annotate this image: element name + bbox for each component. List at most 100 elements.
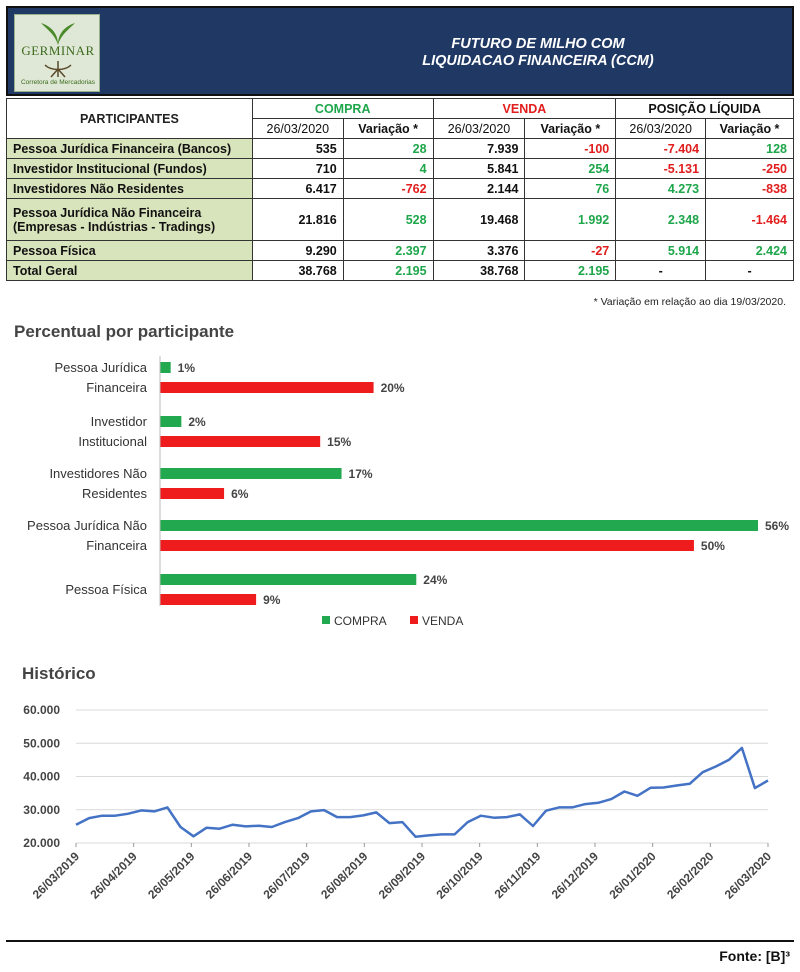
- x-tick-label: 26/01/2020: [606, 849, 659, 902]
- compra-value: 710: [251, 158, 344, 179]
- bar-value-label: 20%: [381, 381, 405, 395]
- logo-subtext: Corretora de Mercadorias: [20, 79, 96, 86]
- category-label: Residentes: [82, 486, 148, 501]
- row-name: Pessoa Jurídica Financeira (Bancos): [6, 138, 253, 159]
- compra-legend-label: COMPRA: [334, 614, 387, 628]
- history-line-chart: 20.000 30.000 40.000 50.000 60.000 26/03/2019…: [23, 703, 775, 902]
- pos-value: 2.348: [615, 198, 707, 241]
- history-line: [75, 746, 769, 838]
- category-label: Financeira: [86, 380, 147, 395]
- table-row: Pessoa Jurídica Não Financeira (Empresas…: [6, 198, 794, 241]
- total-row: Total Geral 38.768 2.195 38.768 2.195 - …: [6, 260, 794, 281]
- venda-bar: [160, 436, 321, 447]
- total-compra: 38.768: [251, 260, 344, 281]
- line-chart-title: Histórico: [22, 664, 96, 683]
- x-tick-label: 26/07/2019: [260, 849, 313, 902]
- compra-var: 528: [342, 198, 434, 241]
- posicao-liquida-header: POSIÇÃO LÍQUIDA: [615, 98, 794, 119]
- pos-var-header: Variação *: [705, 118, 794, 139]
- category-label: Financeira: [86, 538, 147, 553]
- venda-value: 5.841: [432, 158, 526, 179]
- report-header: GERMINAR Corretora de Mercadorias FUTURO…: [6, 6, 794, 96]
- bar-value-label: 17%: [349, 467, 373, 481]
- pos-value: -5.131: [615, 158, 707, 179]
- sprout-icon: [41, 23, 75, 78]
- compra-bar: [160, 416, 182, 427]
- compra-bar: [160, 362, 171, 373]
- pos-var: -1.464: [705, 198, 794, 241]
- x-tick-label: 26/02/2020: [664, 849, 717, 902]
- bottom-divider: [6, 940, 794, 942]
- row-name: Investidor Institucional (Fundos): [6, 158, 253, 179]
- compra-bar: [160, 468, 342, 479]
- x-tick-label: 26/03/2019: [30, 849, 83, 902]
- variation-note: * Variação em relação ao dia 19/03/2020.: [593, 296, 786, 308]
- venda-var: 254: [524, 158, 617, 179]
- compra-var: 28: [342, 138, 434, 159]
- venda-var-header: Variação *: [524, 118, 617, 139]
- total-pos: -: [615, 260, 707, 281]
- compra-bar: [160, 574, 417, 585]
- compra-date-header: 26/03/2020: [251, 118, 344, 139]
- x-tick-label: 26/04/2019: [87, 849, 140, 902]
- venda-value: 7.939: [432, 138, 526, 159]
- y-tick-label: 30.000: [23, 803, 60, 817]
- row-name: Investidores Não Residentes: [6, 178, 253, 199]
- compra-bar: [160, 520, 758, 531]
- pos-value: -7.404: [615, 138, 707, 159]
- participants-header: PARTICIPANTES: [6, 98, 253, 139]
- x-tick-label: 26/03/2020: [722, 849, 775, 902]
- report-title-line2: LIQUIDACAO FINANCEIRA (CCM): [422, 53, 654, 69]
- report-title: FUTURO DE MILHO COM LIQUIDACAO FINANCEIR…: [338, 36, 738, 70]
- bar-value-label: 9%: [263, 593, 281, 607]
- compra-value: 21.816: [251, 198, 344, 241]
- pos-date-header: 26/03/2020: [615, 118, 707, 139]
- table-header-row: PARTICIPANTES COMPRA VENDA POSIÇÃO LÍQUI…: [6, 98, 794, 139]
- compra-var: -762: [342, 178, 434, 199]
- pos-var: 2.424: [705, 240, 794, 261]
- bar-value-label: 1%: [178, 361, 196, 375]
- table-row: Pessoa Jurídica Financeira (Bancos) 535 …: [6, 138, 794, 159]
- compra-value: 9.290: [251, 240, 344, 261]
- table-row: Pessoa Física 9.290 2.397 3.376 -27 5.91…: [6, 240, 794, 261]
- venda-var: 76: [524, 178, 617, 199]
- category-label: Investidor: [91, 414, 148, 429]
- category-label: Pessoa Física: [65, 582, 147, 597]
- venda-value: 19.468: [432, 198, 526, 241]
- x-tick-label: 26/10/2019: [433, 849, 486, 902]
- table-row: Investidor Institucional (Fundos) 710 4 …: [6, 158, 794, 179]
- participants-table: PARTICIPANTES COMPRA VENDA POSIÇÃO LÍQUI…: [6, 98, 794, 281]
- venda-var: -27: [524, 240, 617, 261]
- compra-legend-swatch: [322, 616, 330, 624]
- table-row: Investidores Não Residentes 6.417 -762 2…: [6, 178, 794, 199]
- venda-date-header: 26/03/2020: [432, 118, 526, 139]
- total-venda-var: 2.195: [524, 260, 617, 281]
- bar-value-label: 2%: [188, 415, 206, 429]
- compra-var: 4: [342, 158, 434, 179]
- venda-bar: [160, 540, 694, 551]
- venda-header: VENDA: [432, 98, 617, 119]
- row-name-line2: (Empresas - Indústrias - Tradings): [13, 219, 216, 234]
- pos-var: 128: [705, 138, 794, 159]
- venda-bar: [160, 488, 225, 499]
- pos-var: -250: [705, 158, 794, 179]
- category-label: Institucional: [78, 434, 147, 449]
- y-tick-label: 50.000: [23, 736, 60, 750]
- x-tick-label: 26/09/2019: [376, 849, 429, 902]
- venda-value: 2.144: [432, 178, 526, 199]
- bar-value-label: 24%: [423, 573, 447, 587]
- company-logo: GERMINAR Corretora de Mercadorias: [14, 14, 100, 92]
- x-tick-label: 26/12/2019: [549, 849, 602, 902]
- x-tick-label: 26/05/2019: [145, 849, 198, 902]
- x-tick-label: 26/11/2019: [492, 849, 544, 901]
- row-name-line1: Pessoa Jurídica Não Financeira: [13, 205, 202, 220]
- x-tick-label: 26/06/2019: [203, 849, 256, 902]
- compra-value: 6.417: [251, 178, 344, 199]
- venda-bar: [160, 594, 257, 605]
- y-tick-label: 20.000: [23, 836, 60, 850]
- pos-var: -838: [705, 178, 794, 199]
- venda-legend-label: VENDA: [422, 614, 463, 628]
- logo-text: GERMINAR: [21, 43, 95, 58]
- total-compra-var: 2.195: [342, 260, 434, 281]
- bar-chart-title: Percentual por participante: [14, 322, 235, 341]
